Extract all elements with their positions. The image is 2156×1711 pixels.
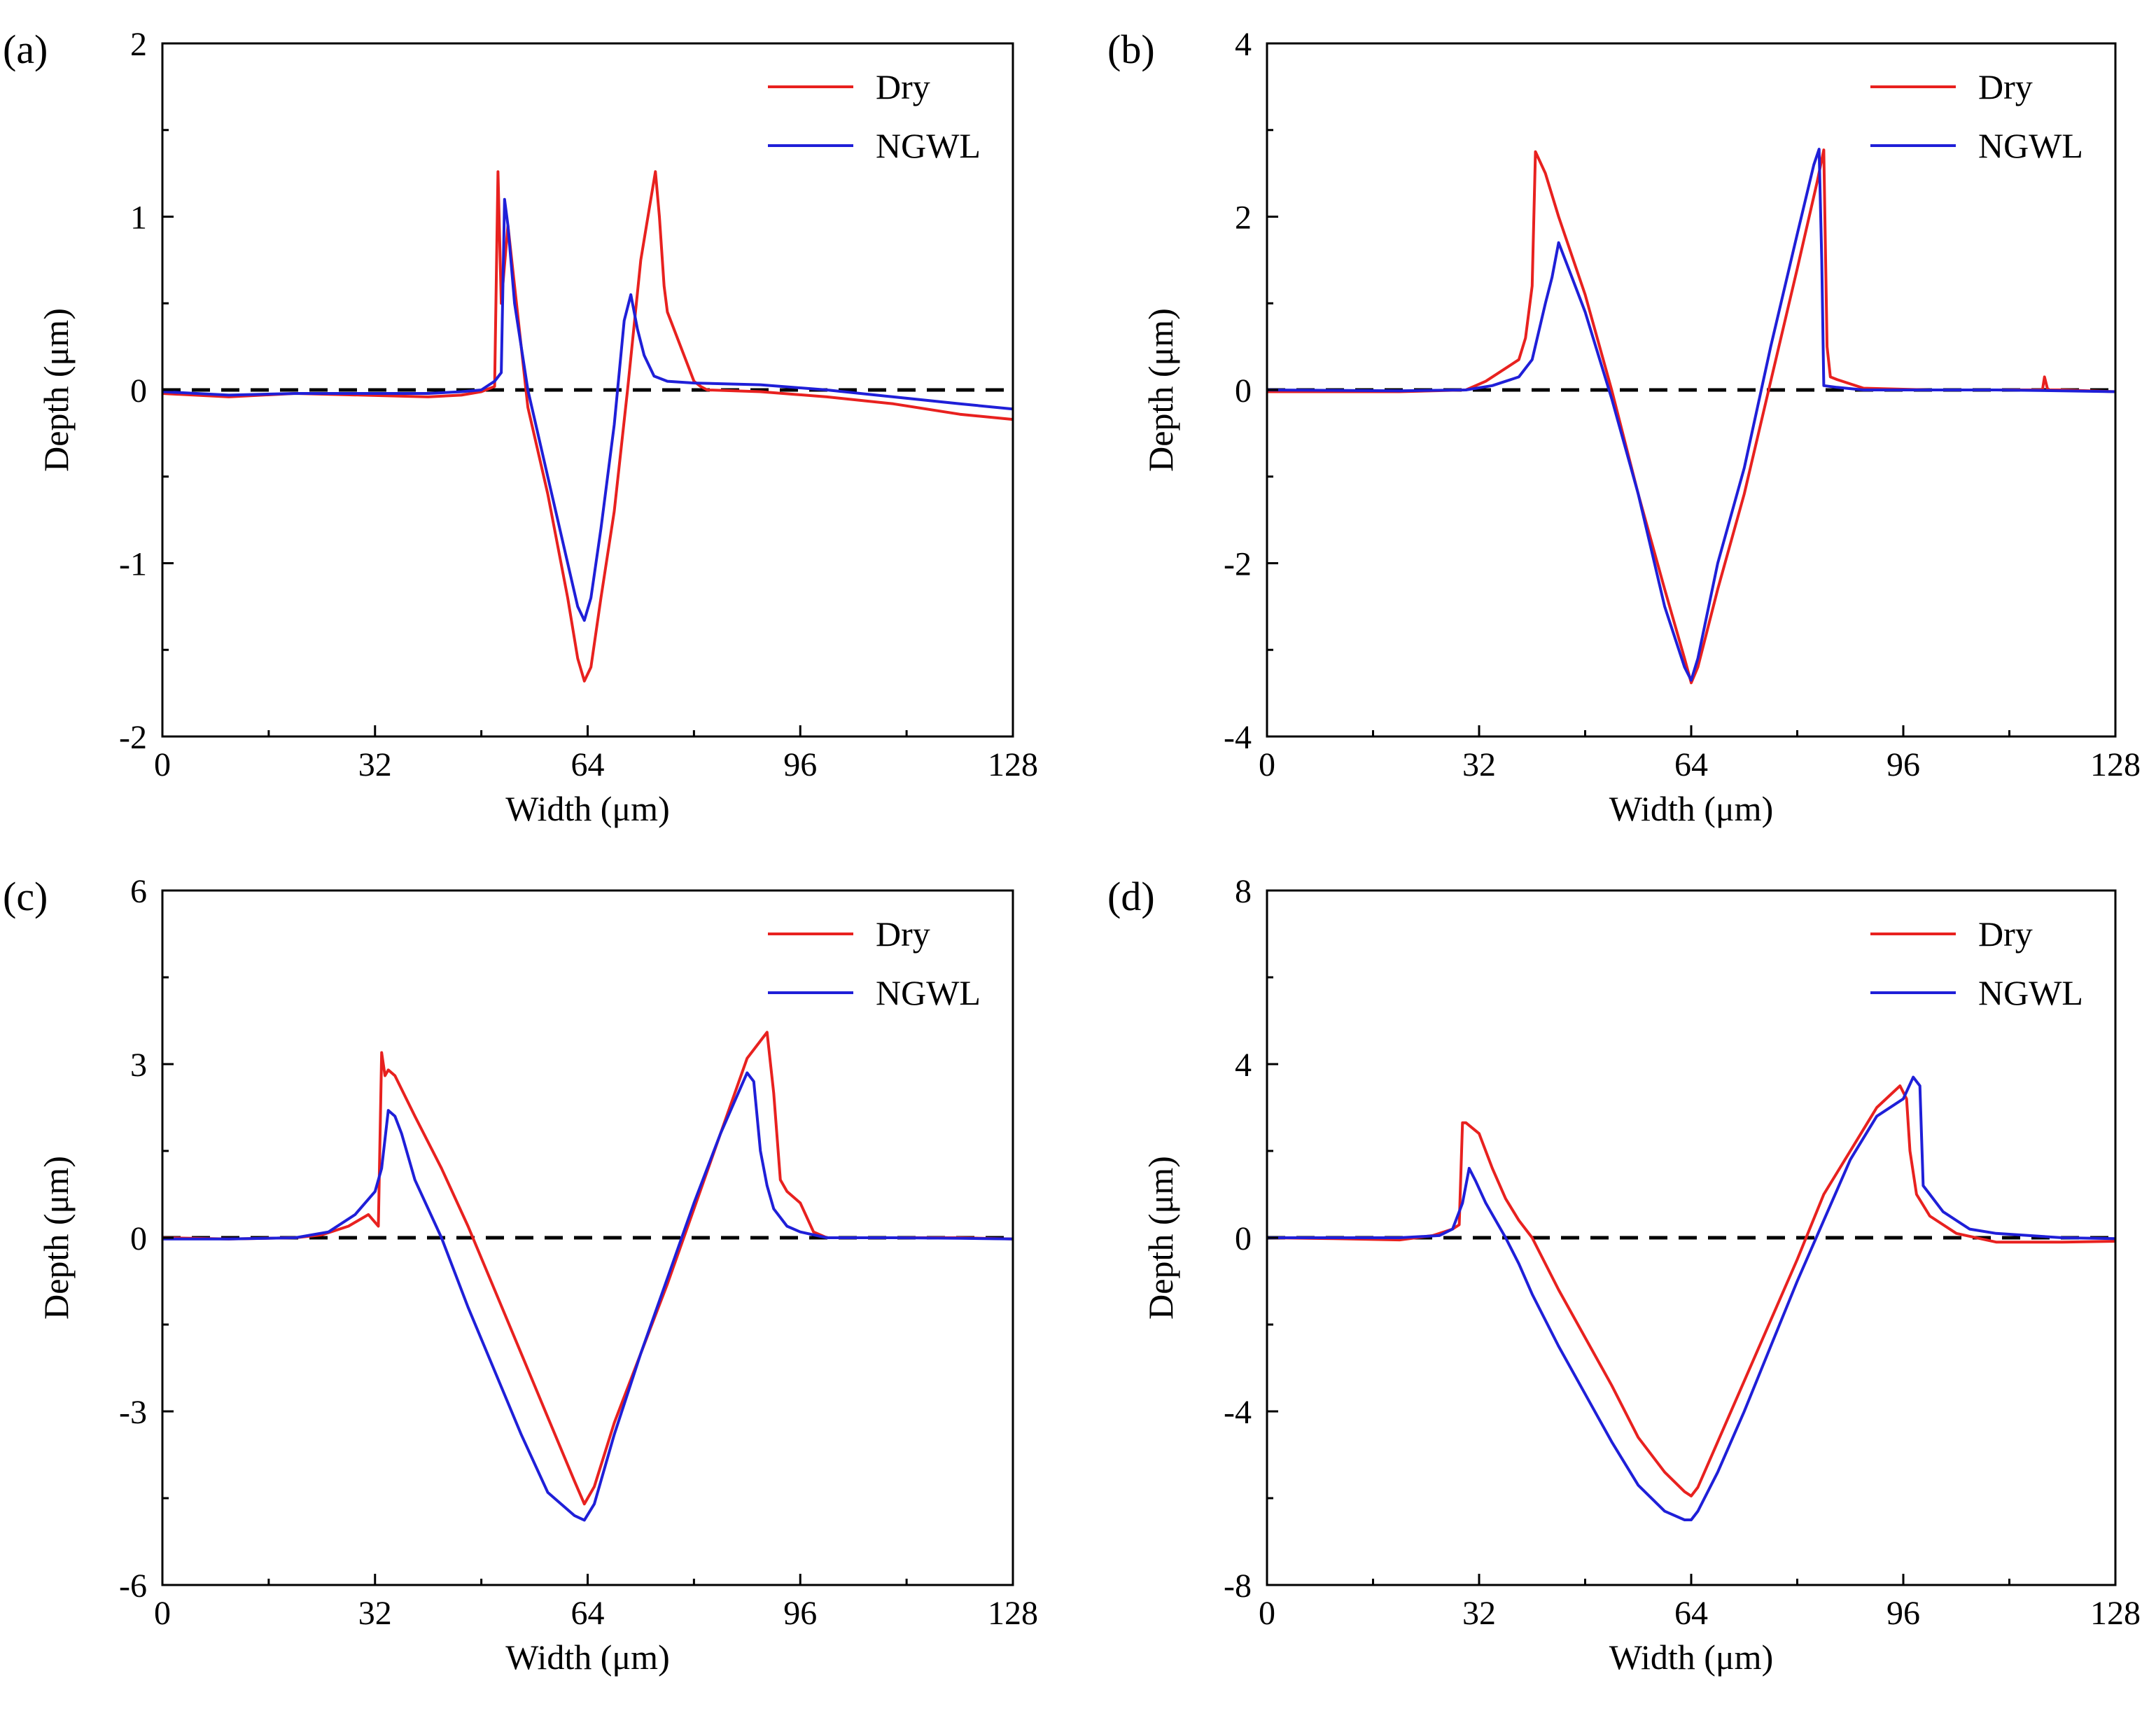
series-line-ngwl: [162, 197, 1014, 622]
y-tick-label: -2: [119, 719, 147, 756]
panel-label: (b): [1107, 27, 1155, 72]
y-tick-label: 4: [1235, 1047, 1252, 1084]
y-tick-label: 4: [1235, 26, 1252, 63]
y-tick-label: -8: [1224, 1567, 1252, 1605]
series-line-dry: [162, 170, 1014, 683]
legend-label-ngwl: NGWL: [1978, 973, 2083, 1012]
y-tick-label: 0: [1235, 372, 1252, 410]
y-tick-label: 1: [130, 200, 147, 237]
x-tick-label: 128: [2090, 1595, 2141, 1632]
y-tick-label: -1: [119, 546, 147, 583]
series-line-dry: [1267, 148, 2116, 685]
x-tick-label: 128: [2090, 746, 2141, 783]
legend-label-dry: Dry: [1978, 914, 2033, 954]
y-axis-title: Depth (μm): [36, 308, 76, 472]
y-tick-label: -4: [1224, 1394, 1252, 1431]
x-tick-label: 0: [154, 746, 171, 783]
x-tick-label: 32: [1462, 1595, 1496, 1632]
legend: Dry NGWL: [1870, 67, 2083, 165]
x-tick-label: 64: [571, 1595, 605, 1632]
x-tick-label: 64: [1674, 1595, 1708, 1632]
y-tick-label: 0: [130, 1220, 147, 1257]
x-tick-label: 96: [1886, 746, 1920, 783]
x-axis-title: Width (μm): [505, 1637, 669, 1677]
x-tick-label: 32: [1462, 746, 1496, 783]
legend: Dry NGWL: [1870, 914, 2083, 1012]
y-tick-label: 2: [1235, 200, 1252, 237]
x-tick-label: 0: [1259, 1595, 1275, 1632]
y-axis-title: Depth (μm): [1141, 1156, 1180, 1320]
y-tick-label: 0: [130, 372, 147, 410]
x-tick-label: 96: [783, 1595, 817, 1632]
legend-label-dry: Dry: [1978, 67, 2033, 106]
y-tick-label: 6: [130, 873, 147, 910]
x-tick-label: 96: [1886, 1595, 1920, 1632]
legend-label-ngwl: NGWL: [1978, 126, 2083, 165]
x-tick-label: 32: [358, 746, 392, 783]
x-tick-label: 128: [988, 1595, 1038, 1632]
legend-label-ngwl: NGWL: [876, 973, 981, 1012]
legend: Dry NGWL: [768, 914, 981, 1012]
legend-label-ngwl: NGWL: [876, 126, 981, 165]
series-line-dry: [162, 1031, 1014, 1506]
series-line-ngwl: [162, 1071, 1014, 1522]
x-tick-label: 0: [1259, 746, 1275, 783]
series-line-dry: [1266, 1084, 2116, 1497]
panel-label: (d): [1107, 874, 1155, 919]
legend-label-dry: Dry: [876, 914, 930, 954]
y-tick-label: 0: [1235, 1220, 1252, 1257]
x-tick-label: 32: [358, 1595, 392, 1632]
y-tick-label: -6: [119, 1567, 147, 1605]
x-tick-label: 64: [571, 746, 605, 783]
panel-label: (a): [3, 27, 48, 72]
x-axis-title: Width (μm): [505, 789, 669, 828]
x-tick-label: 64: [1674, 746, 1708, 783]
y-tick-label: -2: [1224, 546, 1252, 583]
legend: Dry NGWL: [768, 67, 981, 165]
chart-panel: (b) 0 32 64 96 128 -4 -2 0 2 4 Width (μm) Depth (μm)…: [1107, 26, 2141, 828]
chart-panel: (c) 0 32 64 96 128 -6 -3 0 3 6 Width (μm) Depth (μm)…: [3, 873, 1038, 1677]
y-tick-label: 3: [130, 1047, 147, 1084]
series-line-ngwl: [1266, 148, 2116, 682]
y-tick-label: -4: [1224, 719, 1252, 756]
series-line-ngwl: [1267, 1075, 2116, 1521]
chart-panel: (a) 0 32 64 96 128 -2 -1 0 1 2 Width (μm) Depth (μm)…: [3, 26, 1038, 828]
x-tick-label: 96: [783, 746, 817, 783]
y-axis-title: Depth (μm): [36, 1156, 76, 1320]
x-tick-label: 128: [988, 746, 1038, 783]
legend-label-dry: Dry: [876, 67, 930, 106]
y-tick-label: 2: [130, 26, 147, 63]
x-axis-title: Width (μm): [1609, 1637, 1773, 1677]
y-tick-label: 8: [1235, 873, 1252, 910]
y-tick-label: -3: [119, 1394, 147, 1431]
y-axis-title: Depth (μm): [1141, 308, 1180, 472]
chart-panel: (d) 0 32 64 96 128 -8 -4 0 4 8 Width (μm) Depth (μm)…: [1107, 873, 2141, 1677]
x-axis-title: Width (μm): [1609, 789, 1773, 828]
panel-label: (c): [3, 874, 48, 919]
x-tick-label: 0: [154, 1595, 171, 1632]
